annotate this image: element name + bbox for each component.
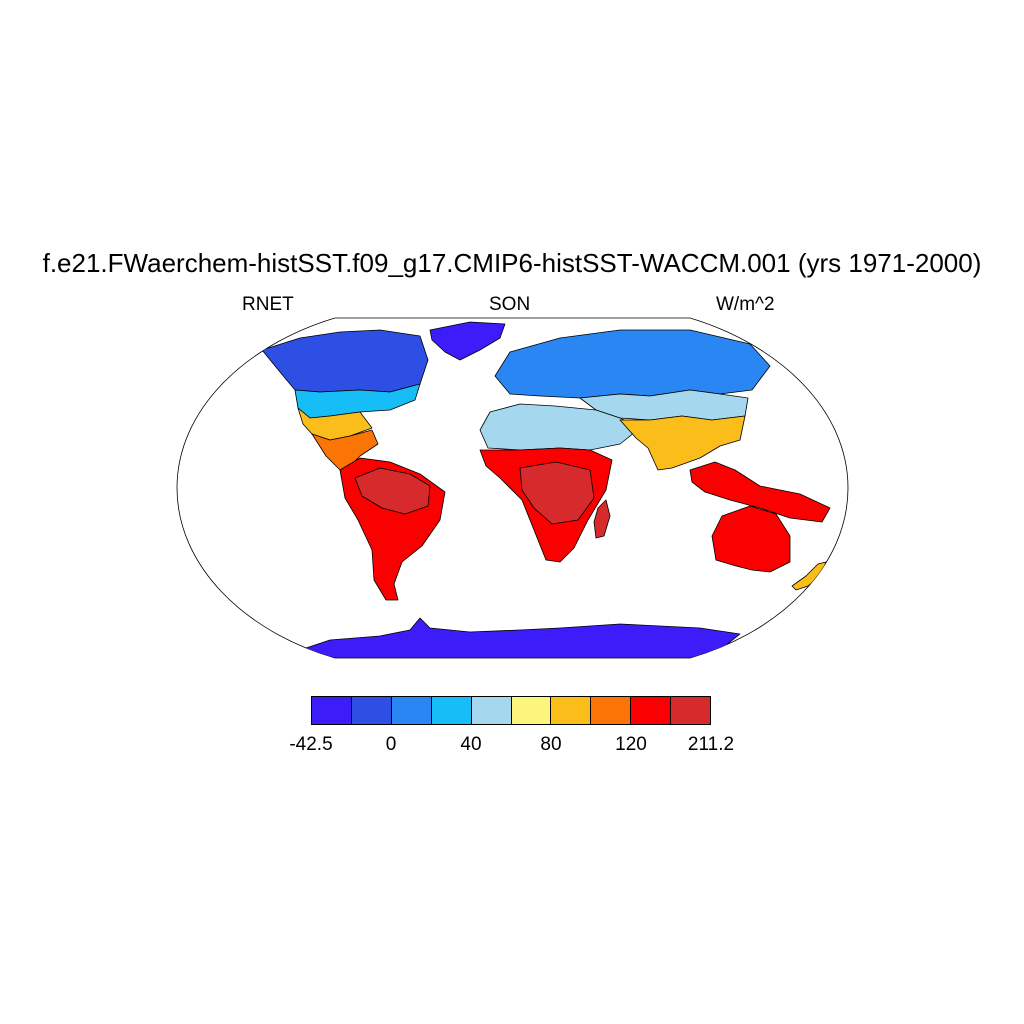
greenland bbox=[429, 321, 506, 361]
australia bbox=[711, 505, 791, 573]
colorbar bbox=[311, 696, 711, 725]
colorbar-tick-label: -42.5 bbox=[289, 734, 333, 755]
colorbar-box bbox=[431, 697, 472, 724]
colorbar-tick-label: 120 bbox=[615, 734, 647, 755]
madagascar bbox=[593, 499, 611, 539]
colorbar-box bbox=[551, 697, 592, 724]
season-label: SON bbox=[489, 294, 531, 315]
colorbar-box bbox=[471, 697, 512, 724]
southeast-asia bbox=[689, 461, 831, 523]
colorbar-box bbox=[671, 697, 711, 724]
colorbar-tick-label: 40 bbox=[460, 734, 482, 755]
north-america-south bbox=[297, 407, 373, 441]
colorbar-box bbox=[511, 697, 552, 724]
amazon-basin bbox=[354, 467, 431, 515]
variable-label: RNET bbox=[242, 294, 294, 315]
units-label: W/m^2 bbox=[716, 294, 775, 315]
central-africa bbox=[519, 461, 595, 525]
colorbar-tick-label: 80 bbox=[540, 734, 562, 755]
colorbar-box bbox=[312, 697, 352, 724]
colorbar-box bbox=[591, 697, 632, 724]
colorbar-tick-label: 0 bbox=[385, 734, 397, 755]
south-asia bbox=[619, 415, 746, 471]
central-america bbox=[311, 429, 379, 471]
sahara-middle-east bbox=[479, 403, 641, 451]
colorbar-box bbox=[351, 697, 392, 724]
map-title: f.e21.FWaerchem-histSST.f09_g17.CMIP6-hi… bbox=[42, 248, 982, 278]
colorbar-tick-label: 211.2 bbox=[687, 734, 735, 755]
colorbar-box bbox=[391, 697, 432, 724]
colorbar-box bbox=[631, 697, 672, 724]
